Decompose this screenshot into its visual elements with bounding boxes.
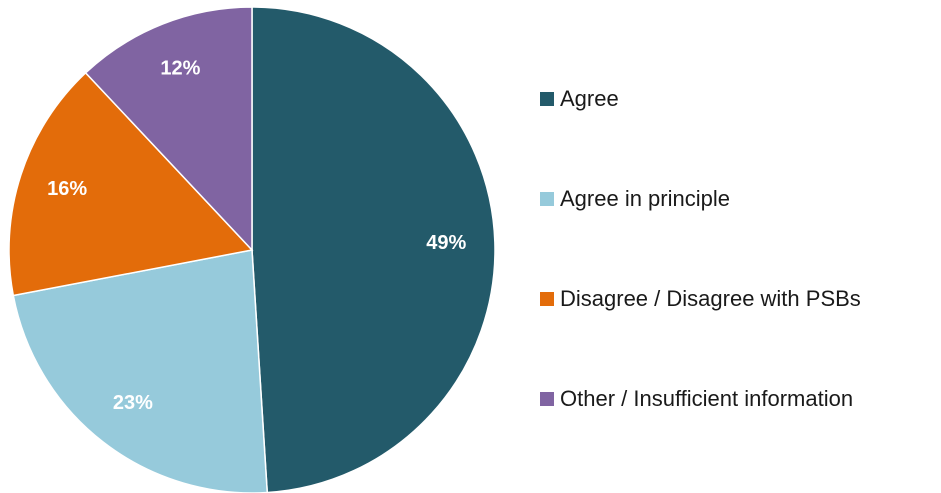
legend-label: Disagree / Disagree with PSBs <box>560 286 861 311</box>
legend-swatch <box>540 192 554 206</box>
legend-item-agree: Agree <box>540 86 619 111</box>
pie-slice-agree <box>251 6 496 493</box>
pie-slice-agree-in-principle <box>12 249 269 493</box>
pie-slice-other-insufficient-information <box>84 6 253 252</box>
legend-swatch <box>540 292 554 306</box>
legend-label: Agree in principle <box>560 186 730 211</box>
data-label-agree-in-principle: 23% <box>113 392 153 414</box>
data-label-agree: 49% <box>426 232 466 254</box>
legend-swatch <box>540 92 554 106</box>
legend-swatch <box>540 392 554 406</box>
legend-item-other-insufficient-information: Other / Insufficient information <box>540 386 853 411</box>
legend-item-agree-in-principle: Agree in principle <box>540 186 730 211</box>
data-label-disagree-disagree-with-psbs: 16% <box>47 178 87 200</box>
pie-slice-disagree-disagree-with-psbs <box>8 71 254 297</box>
pie-slices <box>8 6 496 493</box>
legend-item-disagree-disagree-with-psbs: Disagree / Disagree with PSBs <box>540 286 861 311</box>
legend-label: Other / Insufficient information <box>560 386 853 411</box>
pie-data-labels: 49% 23% 16% 12% <box>47 58 466 414</box>
legend: Agree Agree in principle Disagree / Disagr… <box>540 86 861 411</box>
legend-label: Agree <box>560 86 619 111</box>
data-label-other-insufficient-information: 12% <box>160 58 200 80</box>
